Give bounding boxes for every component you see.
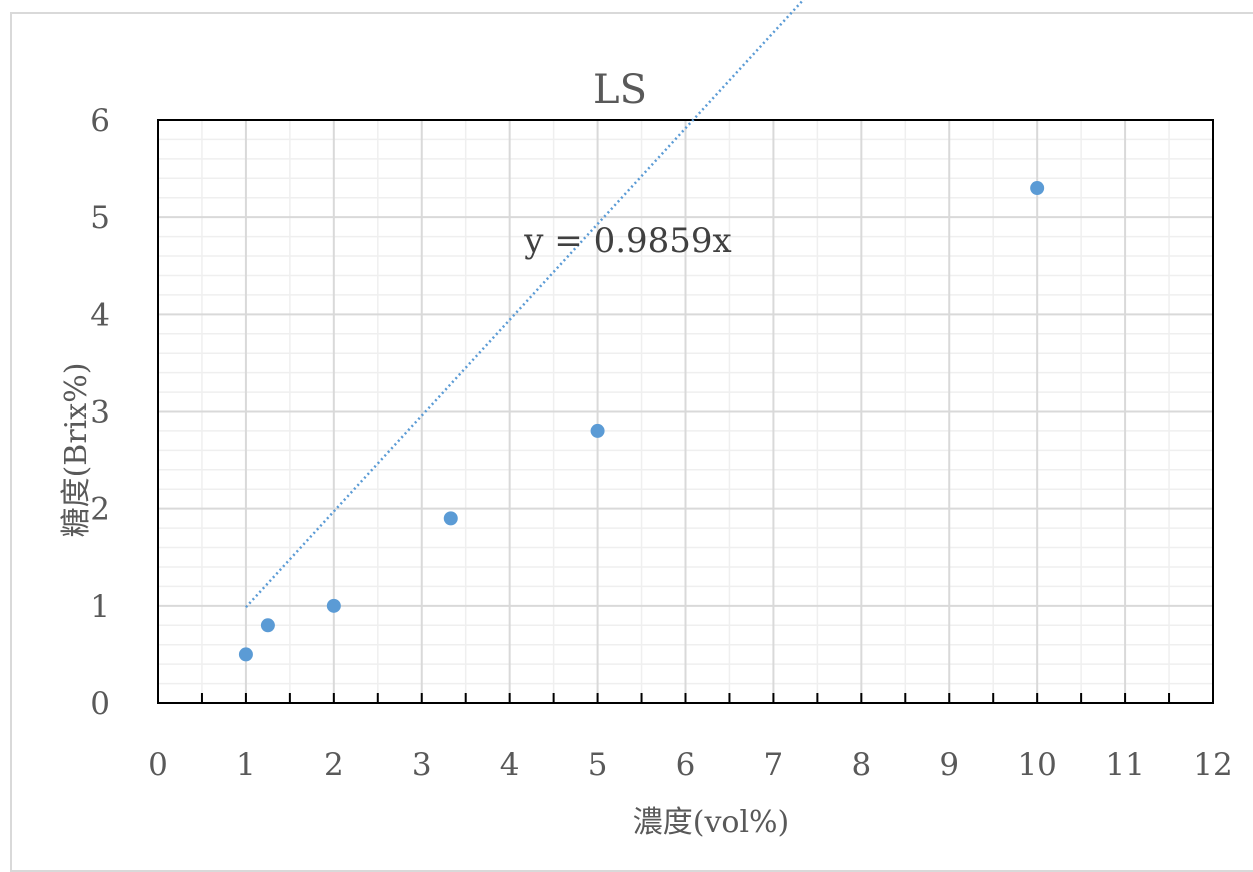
x-tick-label: 0 xyxy=(148,747,168,783)
x-tick-label: 10 xyxy=(1017,747,1056,783)
y-tick-label: 6 xyxy=(90,103,110,139)
y-tick-label: 2 xyxy=(90,492,110,528)
data-point xyxy=(326,598,341,613)
x-tick-label: 4 xyxy=(500,747,520,783)
x-tick-label: 12 xyxy=(1193,747,1232,783)
x-tick-label: 11 xyxy=(1105,747,1144,783)
y-tick-label: 5 xyxy=(90,200,110,236)
trendline xyxy=(244,0,805,609)
y-axis-label: 糖度(Brix%) xyxy=(59,363,94,538)
y-tick-label: 0 xyxy=(90,686,110,722)
data-point xyxy=(238,647,253,662)
major-gridlines xyxy=(158,120,1213,703)
y-tick-label: 3 xyxy=(90,395,110,431)
y-tick-label: 4 xyxy=(90,297,110,333)
x-tick-label: 8 xyxy=(851,747,871,783)
x-tick-label: 3 xyxy=(412,747,432,783)
axes xyxy=(157,119,1214,704)
x-tick-label: 1 xyxy=(236,747,256,783)
x-tick-label: 7 xyxy=(764,747,784,783)
data-point xyxy=(260,618,275,633)
data-points xyxy=(238,181,1045,662)
x-tick-label: 5 xyxy=(588,747,608,783)
x-tick-label: 2 xyxy=(324,747,344,783)
chart-title: LS xyxy=(593,67,647,113)
trendline-equation: y = 0.9859x xyxy=(523,221,731,261)
data-point xyxy=(590,423,605,438)
x-tick-label: 9 xyxy=(939,747,959,783)
data-point xyxy=(443,511,458,526)
x-tick-label: 6 xyxy=(676,747,696,783)
data-point xyxy=(1030,181,1045,196)
trendline-layer xyxy=(244,0,805,609)
x-axis-label: 濃度(vol%) xyxy=(633,805,790,840)
y-tick-label: 1 xyxy=(90,589,110,625)
